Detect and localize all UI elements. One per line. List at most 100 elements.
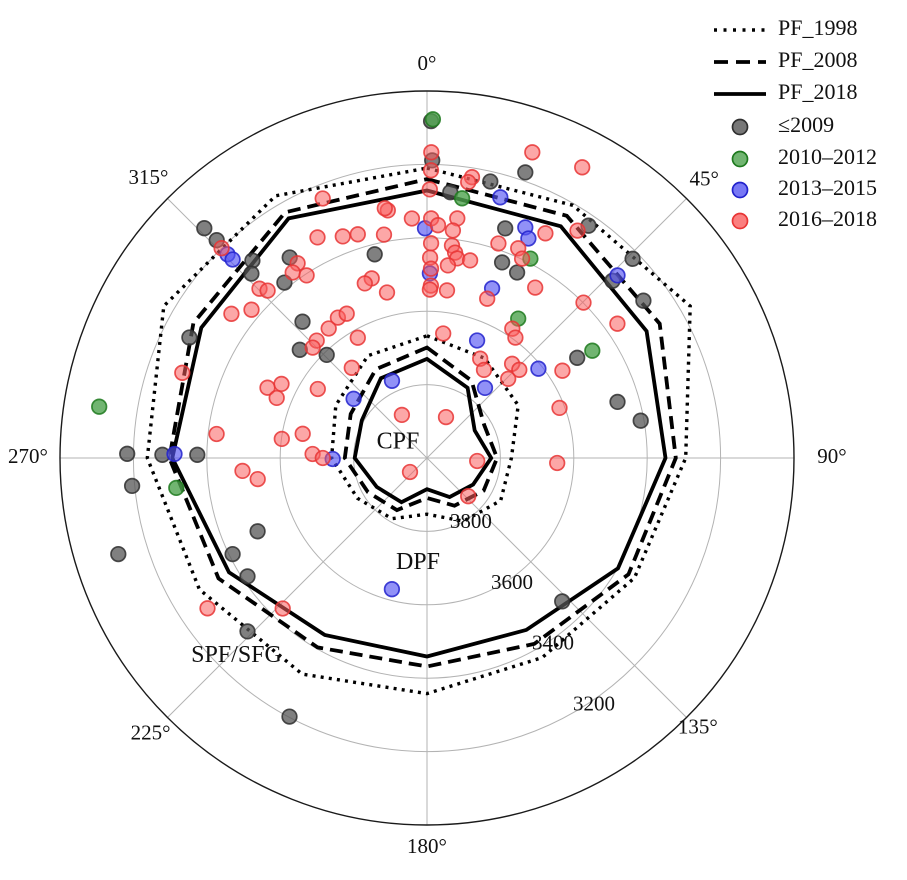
scatter-point xyxy=(249,470,266,488)
angular-tick-label: 225° xyxy=(131,720,171,744)
scatter-point xyxy=(356,275,373,292)
scatter-point xyxy=(500,370,517,387)
scatter-point xyxy=(437,408,455,426)
scatter-point xyxy=(309,380,326,398)
angular-tick-label: 45° xyxy=(689,167,718,191)
scatter-point xyxy=(223,305,240,322)
scatter-point xyxy=(530,360,547,377)
scatter-point xyxy=(468,332,486,349)
scatter-point xyxy=(123,477,141,495)
scatter-point xyxy=(507,329,524,346)
scatter-point xyxy=(314,190,331,207)
scatter-point xyxy=(469,452,486,470)
scatter-point xyxy=(435,325,452,342)
scatter-point xyxy=(453,190,471,207)
scatter-point xyxy=(208,425,225,443)
legend-marker-swatch xyxy=(731,181,749,199)
legend-label-period: 2016–2018 xyxy=(778,206,877,231)
legend-marker-swatch xyxy=(731,118,749,136)
radial-tick-label: 3200 xyxy=(573,691,615,715)
scatter-point xyxy=(320,320,337,337)
scatter-point xyxy=(174,364,191,381)
scatter-point xyxy=(537,225,554,242)
legend-label-pf_2018: PF_2018 xyxy=(778,79,857,104)
scatter-point xyxy=(281,708,298,725)
scatter-point xyxy=(294,313,311,330)
scatter-point xyxy=(243,265,260,282)
scatter-point xyxy=(181,329,198,346)
boundary-PF_1998-outer xyxy=(145,166,692,696)
scatter-point xyxy=(511,361,528,378)
scatter-point xyxy=(249,523,266,540)
boundary-PF_2018-inner xyxy=(352,356,494,505)
scatter-point xyxy=(438,282,456,299)
scatter-point xyxy=(527,279,544,296)
scatter-point xyxy=(383,372,401,389)
radial-tick-label: 3600 xyxy=(491,570,533,594)
scatter-point xyxy=(422,260,440,277)
scatter-point xyxy=(401,463,419,481)
radial-tick-label: 3400 xyxy=(532,631,574,655)
scatter-point xyxy=(554,593,571,610)
angular-tick-label: 270° xyxy=(8,444,48,468)
legend-marker-swatch xyxy=(731,212,749,230)
scatter-point xyxy=(632,412,649,429)
scatter-point xyxy=(422,162,440,179)
legend-label-pf_2008: PF_2008 xyxy=(778,47,857,72)
scatter-point xyxy=(569,349,586,366)
scatter-point xyxy=(284,264,301,281)
scatter-point xyxy=(403,210,421,227)
scatter-point xyxy=(461,252,479,269)
scatter-point xyxy=(338,305,355,322)
scatter-point xyxy=(497,220,514,237)
scatter-point xyxy=(224,545,241,563)
scatter-point xyxy=(166,445,183,463)
scatter-point xyxy=(318,346,335,364)
scatter-point xyxy=(273,375,290,393)
scatter-point xyxy=(199,600,216,617)
scatter-point xyxy=(110,545,127,563)
scatter-point xyxy=(551,399,568,417)
scatter-point xyxy=(393,406,411,424)
scatter-point xyxy=(349,329,366,346)
scatter-point xyxy=(91,398,108,415)
scatter-point xyxy=(479,290,496,307)
scatter-point xyxy=(314,449,331,467)
scatter-point xyxy=(422,235,440,252)
scatter-point xyxy=(439,257,457,274)
scatter-point xyxy=(554,362,571,379)
scatter-point xyxy=(609,315,626,332)
scatter-point xyxy=(298,267,315,284)
angular-tick-label: 0° xyxy=(418,51,437,75)
boundary-PF_2018-outer xyxy=(170,188,668,659)
region-label-cpf: CPF xyxy=(377,428,420,454)
scatter-point xyxy=(574,159,591,176)
scatter-point xyxy=(508,264,526,281)
outer-axis-circle xyxy=(59,90,795,826)
scatter-point xyxy=(492,189,509,206)
angular-tick-label: 135° xyxy=(678,715,718,739)
scatter-point xyxy=(520,230,537,247)
scatter-point xyxy=(624,250,641,267)
legend-marker-swatch xyxy=(731,150,749,168)
scatter-point xyxy=(475,361,493,379)
scatter-point xyxy=(378,284,396,301)
boundary-PF_1998-inner xyxy=(329,333,520,523)
scatter-point xyxy=(294,425,311,442)
scatter-point xyxy=(524,144,541,161)
scatter-point xyxy=(376,200,393,217)
scatter-point xyxy=(513,250,531,267)
scatter-point xyxy=(482,173,499,190)
scatter-point xyxy=(304,339,321,356)
boundary-PF_2008-outer xyxy=(167,177,678,669)
region-label-spf-sfg: SPF/SFG xyxy=(191,642,282,668)
scatter-point xyxy=(609,393,626,411)
scatter-point xyxy=(239,568,256,585)
scatter-point xyxy=(383,581,401,598)
scatter-point xyxy=(460,488,477,505)
scatter-point xyxy=(476,379,494,397)
angular-tick-label: 180° xyxy=(407,834,447,858)
scatter-point xyxy=(609,267,626,284)
